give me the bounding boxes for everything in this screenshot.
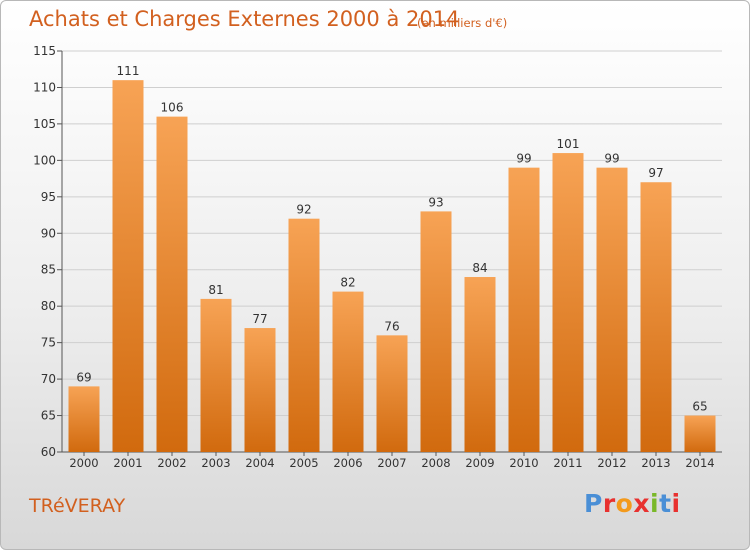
x-tick-label: 2012 <box>597 456 626 470</box>
x-tick-label: 2011 <box>553 456 582 470</box>
data-label: 111 <box>117 64 140 78</box>
y-tick-label: 95 <box>41 190 56 204</box>
x-tick-label: 2009 <box>465 456 494 470</box>
bar <box>420 211 452 452</box>
x-tick-label: 2006 <box>333 456 362 470</box>
y-tick-label: 90 <box>41 226 56 240</box>
bar <box>640 182 672 452</box>
chart-title: Achats et Charges Externes 2000 à 2014 <box>29 7 460 31</box>
bar <box>112 80 144 452</box>
y-tick-label: 75 <box>41 336 56 350</box>
bar <box>200 298 232 452</box>
x-tick-label: 2005 <box>289 456 318 470</box>
x-tick-label: 2014 <box>685 456 714 470</box>
data-label: 106 <box>161 101 184 115</box>
bar <box>68 386 100 452</box>
bar <box>244 328 276 452</box>
logo-letter: t <box>659 489 672 518</box>
tick-labels: 60 65 70 75 80 85 90 95 100 105 110 115 2000 2001 2002… <box>33 44 715 470</box>
bar <box>288 218 320 452</box>
x-tick-label: 2003 <box>201 456 230 470</box>
logo-letter: r <box>602 489 616 518</box>
chart-subtitle: (en milliers d'€) <box>417 16 508 30</box>
y-tick-label: 110 <box>33 80 56 94</box>
x-tick-label: 2010 <box>509 456 538 470</box>
data-label: 81 <box>208 283 223 297</box>
y-tick-label: 85 <box>41 263 56 277</box>
bar <box>552 153 584 452</box>
y-tick-label: 70 <box>41 372 56 386</box>
bar <box>508 167 540 452</box>
bar <box>596 167 628 452</box>
logo-letter: x <box>633 489 650 518</box>
data-label: 97 <box>648 166 663 180</box>
data-label: 69 <box>76 370 91 384</box>
y-tick-label: 100 <box>33 153 56 167</box>
logo-letter: P <box>584 489 603 518</box>
bar <box>684 415 716 452</box>
x-tick-label: 2008 <box>421 456 450 470</box>
data-label: 65 <box>692 400 707 414</box>
commune-name: TRéVERAY <box>29 495 126 517</box>
bars <box>68 80 716 453</box>
y-tick-label: 80 <box>41 299 56 313</box>
y-tick-label: 60 <box>41 445 56 459</box>
x-tick-label: 2001 <box>113 456 142 470</box>
x-tick-label: 2000 <box>69 456 98 470</box>
y-tick-label: 115 <box>33 44 56 58</box>
x-tick-label: 2002 <box>157 456 186 470</box>
logo-letter: i <box>671 489 681 518</box>
bar <box>464 277 496 452</box>
x-tick-label: 2004 <box>245 456 274 470</box>
logo-letter: i <box>650 489 660 518</box>
data-label: 99 <box>604 152 619 166</box>
data-label: 93 <box>428 195 443 209</box>
logo-letter: o <box>615 489 634 518</box>
y-tick-label: 105 <box>33 117 56 131</box>
data-label: 101 <box>557 137 580 151</box>
bar <box>376 335 408 452</box>
data-label: 99 <box>516 152 531 166</box>
bar <box>332 291 364 452</box>
data-label: 76 <box>384 319 399 333</box>
proxiti-logo[interactable]: Proxiti <box>584 489 681 518</box>
data-label: 82 <box>340 276 355 290</box>
data-label: 77 <box>252 312 267 326</box>
x-tick-label: 2007 <box>377 456 406 470</box>
data-label: 84 <box>472 261 487 275</box>
bar <box>156 116 188 453</box>
data-label: 92 <box>296 203 311 217</box>
x-tick-label: 2013 <box>641 456 670 470</box>
value-labels: 69 111 106 81 77 92 82 76 93 84 99 101 99 97 65 <box>76 64 707 413</box>
y-tick-label: 65 <box>41 409 56 423</box>
